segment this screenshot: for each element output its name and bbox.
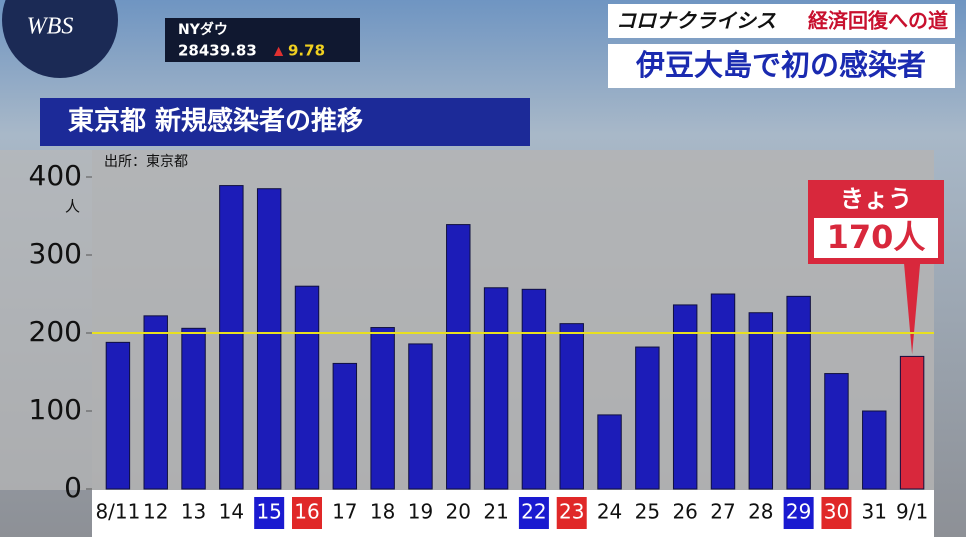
- ticker-arrow: ▲: [274, 44, 284, 58]
- callout-inner: [814, 218, 938, 258]
- x-tick-label: 15: [256, 500, 281, 524]
- bar: [446, 224, 471, 490]
- y-tick-label: 200: [29, 315, 82, 348]
- bar: [748, 312, 774, 490]
- x-tick-label: 27: [710, 500, 735, 524]
- x-tick-label: 20: [446, 500, 471, 524]
- x-tick-label: 8/11: [95, 500, 140, 524]
- axis-panel: [0, 150, 92, 490]
- bar: [635, 346, 660, 490]
- bar: [181, 327, 206, 490]
- bar: [824, 373, 849, 490]
- bar: [143, 315, 168, 490]
- bar: [521, 288, 547, 490]
- chart: 0 100 200 300 400 8/11 12 13 14 15 16 17 18 19 20 21 22 2…: [29, 159, 944, 529]
- bar: [862, 410, 887, 490]
- bar: [332, 362, 358, 490]
- callout-label: きょう: [840, 185, 912, 213]
- x-tick-label: 22: [521, 500, 546, 524]
- x-tick-label: 16: [294, 500, 319, 524]
- title-bar: [40, 98, 530, 146]
- x-tick-label: 9/1: [896, 500, 928, 524]
- bar: [710, 293, 736, 490]
- x-tick-label: 18: [370, 500, 395, 524]
- bar: [483, 287, 509, 490]
- bar: [597, 414, 622, 490]
- bar: [105, 341, 131, 490]
- x-tick-label: 30: [824, 500, 849, 524]
- x-tick-label: 17: [332, 500, 357, 524]
- x-label-box: [292, 497, 322, 529]
- bar: [672, 304, 698, 490]
- bar: [559, 323, 584, 490]
- x-tick-label: 12: [143, 500, 168, 524]
- chart-title: 東京都 新規感染者の推移: [68, 106, 363, 137]
- bar: [370, 327, 395, 490]
- x-tick-label: 24: [597, 500, 622, 524]
- y-tick-label: 300: [29, 237, 82, 270]
- x-tick-label: 29: [786, 500, 811, 524]
- series-box: [608, 4, 955, 38]
- value-label: 170人: [827, 218, 926, 256]
- ticker-change: 9.78: [288, 42, 325, 60]
- x-label-box: [518, 497, 549, 529]
- series-subtitle: 経済回復への道: [808, 9, 948, 33]
- ticker-box: [165, 18, 360, 62]
- x-tick-label: 31: [862, 500, 887, 524]
- bar: [219, 185, 244, 490]
- headline: 伊豆大島で初の感染者: [635, 48, 926, 82]
- y-tick-label: 100: [29, 393, 82, 426]
- callout-pointer: [904, 264, 921, 355]
- x-tick-label: 28: [748, 500, 773, 524]
- x-label-box: [783, 497, 814, 529]
- y-tick-label: 0: [64, 471, 82, 504]
- x-tick-label: 21: [483, 500, 508, 524]
- bar: [786, 295, 811, 490]
- x-tick-label: 25: [635, 500, 660, 524]
- x-tick-label: 14: [219, 500, 244, 524]
- bar: [294, 285, 320, 490]
- series-title: コロナクライシス: [616, 9, 776, 33]
- x-label-box: [556, 497, 587, 529]
- x-tick-label: 13: [181, 500, 206, 524]
- bar: [408, 343, 433, 490]
- y-unit: 人: [65, 198, 80, 216]
- x-tick-label: 26: [672, 500, 697, 524]
- logo-disc: [2, 0, 118, 78]
- bar: [899, 355, 925, 490]
- x-label-box: [821, 497, 852, 529]
- source: 出所：東京都: [104, 154, 188, 170]
- ticker-value: 28439.83: [178, 42, 257, 60]
- x-label-box: [254, 497, 285, 529]
- x-tick-label: 23: [559, 500, 584, 524]
- headline-box: [608, 44, 955, 88]
- ticker-name: NYダウ: [178, 21, 228, 38]
- y-tick-label: 400: [29, 159, 82, 192]
- x-tick-label: 19: [408, 500, 433, 524]
- logo: WBS: [27, 14, 74, 40]
- bar: [256, 188, 282, 490]
